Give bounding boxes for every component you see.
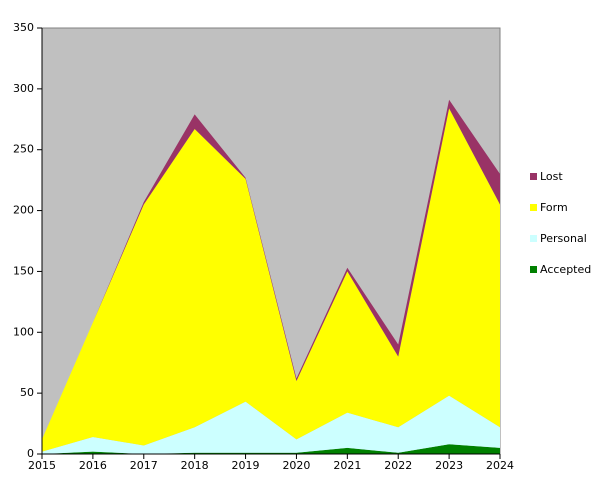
x-tick-label: 2024 bbox=[486, 459, 514, 472]
area bbox=[42, 99, 500, 440]
legend-swatch bbox=[530, 266, 537, 273]
y-tick-label: 0 bbox=[27, 447, 34, 460]
x-tick-label: 2016 bbox=[79, 459, 107, 472]
legend-swatch bbox=[530, 235, 537, 242]
legend-label: Lost bbox=[540, 170, 563, 183]
area bbox=[42, 444, 500, 454]
legend-swatch bbox=[530, 173, 537, 180]
x-tick-label: 2019 bbox=[232, 459, 260, 472]
area bbox=[42, 395, 500, 454]
x-tick-label: 2017 bbox=[130, 459, 158, 472]
x-tick-label: 2022 bbox=[384, 459, 412, 472]
x-tick-label: 2015 bbox=[28, 459, 56, 472]
x-tick-label: 2021 bbox=[333, 459, 361, 472]
y-tick-label: 100 bbox=[13, 325, 34, 338]
y-tick-label: 300 bbox=[13, 82, 34, 95]
legend-label: Personal bbox=[540, 232, 587, 245]
y-tick-label: 150 bbox=[13, 264, 34, 277]
y-tick-label: 50 bbox=[20, 386, 34, 399]
y-tick-label: 350 bbox=[13, 21, 34, 34]
x-tick-label: 2023 bbox=[435, 459, 463, 472]
area bbox=[42, 108, 500, 452]
x-tick-label: 2020 bbox=[282, 459, 310, 472]
x-tick-label: 2018 bbox=[181, 459, 209, 472]
y-tick-label: 250 bbox=[13, 143, 34, 156]
legend-label: Accepted bbox=[540, 263, 591, 276]
y-tick-label: 200 bbox=[13, 204, 34, 217]
legend-swatch bbox=[530, 204, 537, 211]
legend-label: Form bbox=[540, 201, 568, 214]
